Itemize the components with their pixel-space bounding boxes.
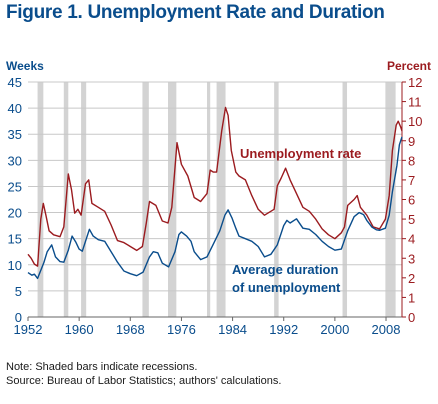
right-tick-label: 11 (408, 95, 422, 110)
x-tick-label: 2008 (372, 322, 401, 337)
right-tick-label: 8 (408, 153, 415, 168)
note-source: Source: Bureau of Labor Statistics; auth… (6, 375, 282, 387)
right-tick-label: 4 (408, 232, 415, 247)
left-tick-label: 35 (8, 127, 22, 142)
recession-bar (207, 82, 211, 317)
right-tick-label: 7 (408, 173, 415, 188)
x-tick-label: 1968 (116, 322, 145, 337)
recession-bar (342, 82, 348, 317)
left-tick-label: 40 (8, 101, 22, 116)
right-axis-label: Percent (387, 59, 431, 73)
left-tick-label: 25 (8, 179, 22, 194)
x-tick-label: 2000 (320, 322, 349, 337)
recession-bar (142, 82, 149, 317)
right-tick-label: 0 (408, 310, 415, 325)
left-tick-label: 10 (8, 258, 22, 273)
recession-bar (37, 82, 44, 317)
series-lines (27, 106, 403, 280)
left-tick-label: 45 (8, 75, 22, 90)
left-axis-ticks: 0 5 10 15 20 25 30 35 40 45 (8, 75, 22, 325)
right-tick-label: 9 (408, 134, 415, 149)
rate-annotation: Unemployment rate (240, 146, 361, 161)
x-tick-label: 1952 (14, 322, 43, 337)
right-tick-label: 2 (408, 271, 415, 286)
left-tick-label: 15 (8, 232, 22, 247)
left-tick-label: 30 (8, 153, 22, 168)
left-axis-label: Weeks (6, 59, 44, 73)
right-tick-label: 3 (408, 251, 415, 266)
average-duration-line (27, 136, 403, 280)
right-tick-label: 12 (408, 75, 422, 90)
x-tick-label: 1984 (218, 322, 247, 337)
left-tick-label: 0 (15, 310, 22, 325)
right-tick-label: 1 (408, 290, 415, 305)
recession-bar (385, 82, 396, 317)
x-tick-label: 1992 (269, 322, 298, 337)
recession-bar (216, 82, 226, 317)
right-tick-label: 5 (408, 212, 415, 227)
note-recessions: Note: Shaded bars indicate recessions. (6, 361, 198, 373)
x-tick-label: 1960 (65, 322, 94, 337)
left-tick-label: 20 (8, 206, 22, 221)
left-tick-label: 5 (15, 284, 22, 299)
x-tick-label: 1976 (167, 322, 196, 337)
recession-bar (274, 82, 279, 317)
right-tick-label: 10 (408, 114, 422, 129)
unemployment-rate-line (27, 106, 403, 267)
chart-title: Figure 1. Unemployment Rate and Duration (6, 2, 385, 23)
right-tick-label: 6 (408, 193, 415, 208)
grid-lines (28, 81, 402, 318)
duration-annotation-line1: Average duration (232, 262, 338, 277)
x-axis-ticks: 1952 1960 1968 1976 1984 1992 2000 2008 (14, 317, 401, 337)
duration-annotation-line2: of unemployment (232, 280, 341, 295)
